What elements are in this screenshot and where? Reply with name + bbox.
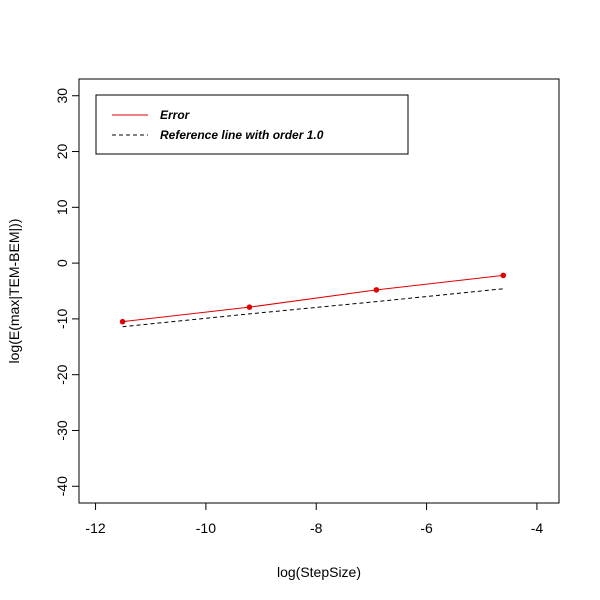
x-tick-label: -6 bbox=[420, 520, 433, 536]
data-point-error bbox=[373, 287, 380, 293]
y-axis-title: log(E(max|TEM-BEM|)) bbox=[6, 219, 22, 364]
x-tick-label: -10 bbox=[196, 520, 216, 536]
legend-label-reference: Reference line with order 1.0 bbox=[160, 128, 324, 142]
x-axis: -12 -10 -8 -6 -4 bbox=[85, 502, 544, 536]
y-tick-label: -40 bbox=[54, 476, 70, 496]
data-point-error bbox=[246, 304, 253, 310]
y-tick-label: -10 bbox=[54, 309, 70, 329]
legend: Error Reference line with order 1.0 bbox=[95, 94, 409, 155]
y-tick-label: 20 bbox=[54, 144, 70, 160]
legend-box bbox=[95, 94, 409, 155]
y-tick-label: 30 bbox=[54, 88, 70, 104]
y-axis: -40 -30 -20 -10 0 10 20 30 bbox=[54, 88, 80, 496]
y-tick-label: -20 bbox=[54, 364, 70, 384]
legend-label-error: Error bbox=[160, 108, 191, 122]
data-point-error bbox=[500, 272, 507, 279]
y-tick-label: 10 bbox=[54, 199, 70, 215]
x-tick-label: -12 bbox=[85, 520, 105, 536]
series-line-error bbox=[122, 274, 504, 323]
series-layer bbox=[119, 272, 507, 328]
data-point-error bbox=[119, 318, 126, 325]
x-tick-label: -8 bbox=[310, 520, 323, 536]
x-tick-label: -4 bbox=[531, 520, 544, 536]
series-line-reference bbox=[122, 288, 504, 328]
y-tick-label: -30 bbox=[54, 420, 70, 440]
y-tick-label: 0 bbox=[54, 259, 70, 267]
x-axis-title: log(StepSize) bbox=[277, 564, 361, 580]
